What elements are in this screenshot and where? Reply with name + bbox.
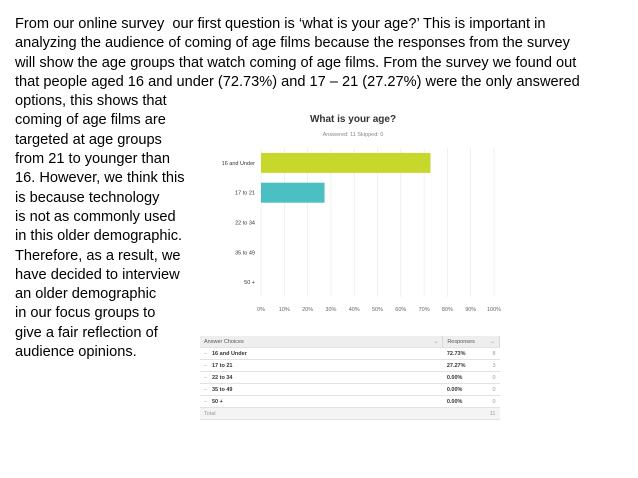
table-total-row: Total 11 (200, 407, 500, 420)
response-count-cell: 0 (480, 371, 500, 384)
slide-body-text: From our online survey our first questio… (15, 15, 630, 362)
answer-choice-cell: 17 to 21 (208, 359, 443, 372)
slide-text-line: from 21 to younger than (15, 151, 170, 168)
table-row: –22 to 34 0.00% 0 (200, 371, 500, 384)
table-row: –50 +0.00% 0 (200, 395, 500, 408)
slide-text-line: Therefore, as a result, we (15, 247, 181, 264)
bar (261, 152, 431, 173)
category-label: 16 and Under (222, 161, 255, 167)
response-percent-cell: 0.00% (442, 383, 481, 396)
x-tick-label: 60% (395, 307, 406, 313)
responses-table: Answer Choices ⌄ Responses ⌄ –16 and Und… (200, 336, 500, 420)
slide-text-line: will show the age groups that watch comi… (15, 54, 577, 71)
slide-text-line: is because technology (15, 189, 160, 206)
bar (261, 182, 325, 203)
slide-text-line: From our online survey our first questio… (15, 16, 546, 32)
table-row: –35 to 49 0.00% 0 (200, 383, 500, 396)
slide-text-line: analyzing the audience of coming of age … (15, 35, 570, 52)
slide-text-line: targeted at age groups (15, 131, 162, 148)
slide-text-line: 16. However, we think this (15, 170, 185, 187)
row-dash-icon: – (200, 383, 208, 396)
answer-choice-cell: 22 to 34 (208, 371, 443, 384)
x-tick-label: 40% (349, 307, 360, 313)
chart-subtitle: Answered: 11 Skipped: 0 (322, 132, 384, 138)
responses-header[interactable]: Responses ⌄ (442, 336, 500, 348)
response-count-cell: 0 (480, 383, 500, 396)
answer-choice-cell: 35 to 49 (208, 383, 443, 396)
row-dash-icon: – (200, 395, 208, 408)
sort-chevron-icon[interactable]: ⌄ (433, 338, 439, 345)
category-label: 50 + (244, 280, 255, 286)
row-dash-icon: – (200, 359, 208, 372)
row-dash-icon: – (200, 347, 208, 360)
row-dash-icon: – (200, 371, 208, 384)
response-percent-cell: 27.27% (442, 359, 481, 372)
slide-text-line: an older demographic (15, 286, 157, 303)
answer-choices-label: Answer Choices (204, 338, 244, 345)
table-header-row: Answer Choices ⌄ Responses ⌄ (200, 336, 500, 348)
chart-canvas: 0% 10% 20% 30% 40% 50% 60% 70% 80% 90% 100% 16 and … (222, 148, 501, 313)
table-row: –16 and Under 72.73% 8 (200, 347, 500, 360)
response-percent-cell: 72.73% (442, 347, 481, 360)
x-tick-label: 50% (372, 307, 383, 313)
slide-text-line: options, this shows that (15, 93, 167, 110)
response-percent-cell: 0.00% (442, 371, 481, 384)
responses-label: Responses (447, 338, 475, 345)
x-tick-label: 80% (442, 307, 453, 313)
table-row: –17 to 21 27.27% 3 (200, 359, 500, 372)
answer-choice-cell: 16 and Under (208, 347, 443, 360)
category-label: 17 to 21 (235, 191, 255, 197)
sort-chevron-icon[interactable]: ⌄ (490, 338, 495, 345)
response-count-cell: 3 (480, 359, 500, 372)
response-percent-cell: 0.00% (442, 395, 481, 408)
x-tick-label: 100% (487, 307, 501, 313)
response-count-cell: 8 (480, 347, 500, 360)
slide-text-line: give a fair reflection of (15, 324, 158, 341)
response-count-cell: 0 (480, 395, 500, 408)
x-tick-label: 10% (279, 307, 290, 313)
slide-text-line: have decided to interview (15, 266, 180, 283)
slide-text-line: in our focus groups to (15, 305, 156, 322)
x-tick-label: 70% (419, 307, 430, 313)
total-label: Total (200, 407, 443, 420)
category-label: 35 to 49 (235, 250, 255, 256)
slide-text-line: that people aged 16 and under (72.73%) a… (15, 73, 580, 90)
x-tick-label: 90% (465, 307, 476, 313)
category-label: 22 to 34 (235, 221, 255, 227)
table-body: –16 and Under 72.73% 8–17 to 21 27.27% 3–22 … (200, 347, 500, 408)
answer-choice-cell: 50 + (208, 395, 443, 408)
slide-text-line: is not as commonly used (15, 208, 176, 225)
slide-text-line: coming of age films are (15, 112, 166, 129)
x-tick-label: 30% (325, 307, 336, 313)
answer-choices-header[interactable]: Answer Choices ⌄ (200, 336, 444, 348)
slide-text-line: in this older demographic. (15, 228, 183, 245)
chart-title: What is your age? (309, 114, 397, 125)
x-tick-label: 20% (302, 307, 313, 313)
total-value: 11 (480, 407, 500, 420)
x-tick-label: 0% (257, 307, 265, 313)
slide-text-line: audience opinions. (15, 344, 137, 361)
bar-chart: 0% 10% 20% 30% 40% 50% 60% 70% 80% 90% 100% 16 and … (198, 110, 508, 325)
